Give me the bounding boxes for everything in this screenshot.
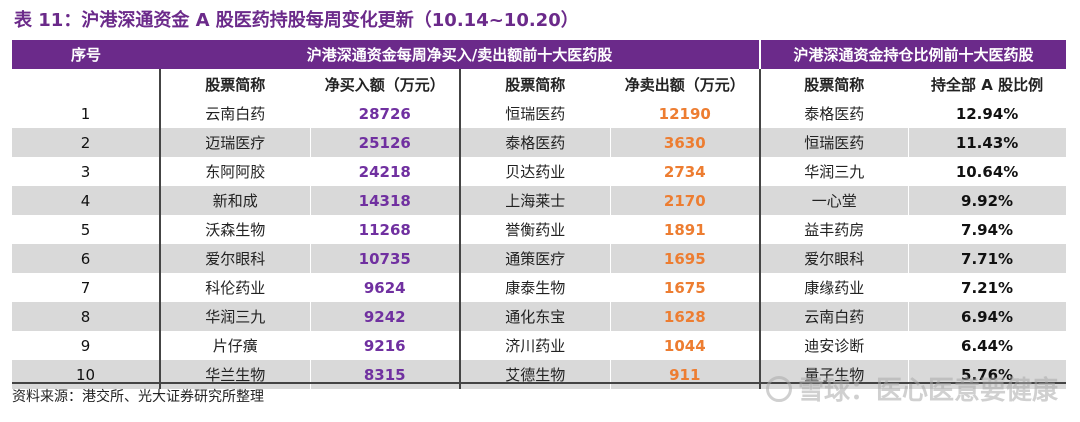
row-index: 4 — [12, 186, 161, 215]
sell-stock-name: 通化东宝 — [460, 302, 611, 331]
table-row: 1 云南白药 28726 恒瑞医药 12190 泰格医药 12.94% — [12, 99, 1067, 128]
sell-stock-name: 艾德生物 — [460, 360, 611, 389]
buy-stock-name: 科伦药业 — [160, 273, 311, 302]
hold-ratio: 9.92% — [908, 186, 1067, 215]
subheader-hold-name: 股票简称 — [760, 69, 909, 99]
hold-ratio: 6.44% — [908, 331, 1067, 360]
hold-ratio: 7.21% — [908, 273, 1067, 302]
hold-ratio: 11.43% — [908, 128, 1067, 157]
net-sell-value: 1044 — [610, 331, 762, 360]
table-row: 2 迈瑞医疗 25126 泰格医药 3630 恒瑞医药 11.43% — [12, 128, 1067, 157]
net-sell-value: 911 — [610, 360, 762, 389]
hold-stock-name: 云南白药 — [760, 302, 909, 331]
row-index: 7 — [12, 273, 161, 302]
subheader-buy-value: 净买入额（万元） — [310, 69, 461, 99]
buy-stock-name: 云南白药 — [160, 99, 311, 128]
net-buy-value: 10735 — [310, 244, 461, 273]
header-row: 序号 沪港深通资金每周净买入/卖出额前十大医药股 沪港深通资金持仓比例前十大医药… — [12, 40, 1067, 69]
buy-stock-name: 东阿阿胶 — [160, 157, 311, 186]
net-buy-value: 28726 — [310, 99, 461, 128]
hold-stock-name: 迪安诊断 — [760, 331, 909, 360]
net-buy-value: 14318 — [310, 186, 461, 215]
net-buy-value: 11268 — [310, 215, 461, 244]
hold-ratio: 7.71% — [908, 244, 1067, 273]
net-buy-value: 9242 — [310, 302, 461, 331]
row-index: 8 — [12, 302, 161, 331]
table-row: 3 东阿阿胶 24218 贝达药业 2734 华润三九 10.64% — [12, 157, 1067, 186]
hold-ratio: 12.94% — [908, 99, 1067, 128]
row-index: 10 — [12, 360, 161, 389]
buy-stock-name: 片仔癀 — [160, 331, 311, 360]
row-index: 1 — [12, 99, 161, 128]
table-row: 4 新和成 14318 上海莱士 2170 一心堂 9.92% — [12, 186, 1067, 215]
snowball-logo-icon — [765, 375, 792, 402]
sell-stock-name: 贝达药业 — [460, 157, 611, 186]
net-sell-value: 1891 — [610, 215, 762, 244]
hold-ratio: 10.64% — [908, 157, 1067, 186]
subheader-sell-name: 股票简称 — [460, 69, 611, 99]
row-index: 9 — [12, 331, 161, 360]
subheader-buy-name: 股票简称 — [160, 69, 311, 99]
table-title: 表 11：沪港深通资金 A 股医药持股每周变化更新（10.14~10.20） — [14, 10, 579, 31]
hold-stock-name: 益丰药房 — [760, 215, 909, 244]
header-hold-group: 沪港深通资金持仓比例前十大医药股 — [760, 40, 1067, 69]
net-buy-value: 8315 — [310, 360, 461, 389]
sell-stock-name: 济川药业 — [460, 331, 611, 360]
source-note: 资料来源：港交所、光大证券研究所整理 — [12, 389, 264, 405]
net-buy-value: 9624 — [310, 273, 461, 302]
subheader-row: 股票简称 净买入额（万元） 股票简称 净卖出额（万元） 股票简称 持全部 A 股… — [12, 69, 1067, 99]
subheader-index-blank — [12, 69, 161, 99]
hold-ratio: 7.94% — [908, 215, 1067, 244]
net-buy-value: 9216 — [310, 331, 461, 360]
subheader-sell-value: 净卖出额（万元） — [610, 69, 762, 99]
table-row: 8 华润三九 9242 通化东宝 1628 云南白药 6.94% — [12, 302, 1067, 331]
net-buy-value: 24218 — [310, 157, 461, 186]
sell-stock-name: 康泰生物 — [460, 273, 611, 302]
hold-ratio: 6.94% — [908, 302, 1067, 331]
table-row: 9 片仔癀 9216 济川药业 1044 迪安诊断 6.44% — [12, 331, 1067, 360]
watermark: 雪球：医心医意要健康 — [765, 370, 1058, 407]
net-sell-value: 2734 — [610, 157, 762, 186]
net-sell-value: 12190 — [610, 99, 762, 128]
watermark-text: 雪球：医心医意要健康 — [797, 376, 1058, 406]
row-index: 2 — [12, 128, 161, 157]
net-sell-value: 2170 — [610, 186, 762, 215]
row-index: 6 — [12, 244, 161, 273]
pharma-holdings-table: 序号 沪港深通资金每周净买入/卖出额前十大医药股 沪港深通资金持仓比例前十大医药… — [12, 40, 1067, 389]
buy-stock-name: 爱尔眼科 — [160, 244, 311, 273]
row-index: 5 — [12, 215, 161, 244]
header-flow-group: 沪港深通资金每周净买入/卖出额前十大医药股 — [160, 40, 762, 69]
header-index: 序号 — [12, 40, 160, 69]
table-row: 10 华兰生物 8315 艾德生物 911 量子生物 5.76% — [12, 360, 1067, 389]
table-bottom-rule — [12, 382, 1066, 384]
sell-stock-name: 恒瑞医药 — [460, 99, 611, 128]
hold-stock-name: 恒瑞医药 — [760, 128, 909, 157]
sell-stock-name: 上海莱士 — [460, 186, 611, 215]
buy-stock-name: 迈瑞医疗 — [160, 128, 311, 157]
sell-stock-name: 通策医疗 — [460, 244, 611, 273]
buy-stock-name: 华润三九 — [160, 302, 311, 331]
table-row: 5 沃森生物 11268 誉衡药业 1891 益丰药房 7.94% — [12, 215, 1067, 244]
buy-stock-name: 华兰生物 — [160, 360, 311, 389]
subheader-hold-value: 持全部 A 股比例 — [908, 69, 1067, 99]
net-sell-value: 3630 — [610, 128, 762, 157]
buy-stock-name: 新和成 — [160, 186, 311, 215]
row-index: 3 — [12, 157, 161, 186]
hold-stock-name: 一心堂 — [760, 186, 909, 215]
net-sell-value: 1628 — [610, 302, 762, 331]
hold-stock-name: 爱尔眼科 — [760, 244, 909, 273]
buy-stock-name: 沃森生物 — [160, 215, 311, 244]
hold-stock-name: 泰格医药 — [760, 99, 909, 128]
hold-stock-name: 华润三九 — [760, 157, 909, 186]
sell-stock-name: 泰格医药 — [460, 128, 611, 157]
hold-ratio: 5.76% — [908, 360, 1067, 389]
net-buy-value: 25126 — [310, 128, 461, 157]
table-row: 7 科伦药业 9624 康泰生物 1675 康缘药业 7.21% — [12, 273, 1067, 302]
table-row: 6 爱尔眼科 10735 通策医疗 1695 爱尔眼科 7.71% — [12, 244, 1067, 273]
sell-stock-name: 誉衡药业 — [460, 215, 611, 244]
hold-stock-name: 康缘药业 — [760, 273, 909, 302]
net-sell-value: 1695 — [610, 244, 762, 273]
net-sell-value: 1675 — [610, 273, 762, 302]
